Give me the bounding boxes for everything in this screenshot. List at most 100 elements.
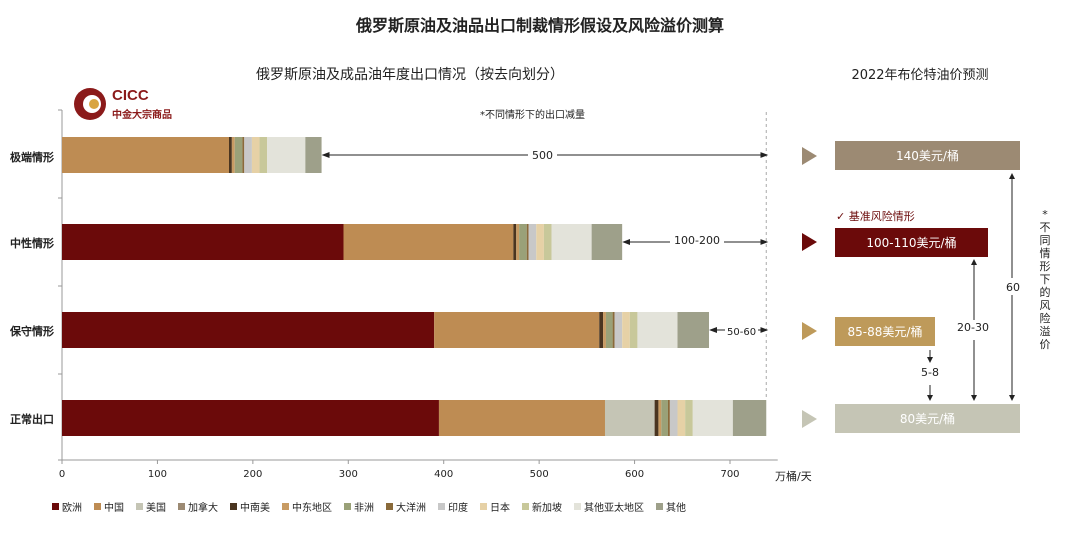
legend-item: 美国 xyxy=(136,499,166,514)
arrow-conservative-icon xyxy=(802,322,817,340)
scenario-label-neutral: 中性情形 xyxy=(10,237,54,250)
bar-segment-印度 xyxy=(528,224,537,260)
legend-swatch xyxy=(438,503,445,510)
bar-segment-中东地区 xyxy=(603,312,606,348)
logo-subtitle: 中金大宗商品 xyxy=(112,110,172,121)
prediction-extreme: 140美元/桶 xyxy=(835,141,1020,170)
bar-segment-中东地区 xyxy=(658,400,662,436)
bar-segment-其他亚太地区 xyxy=(692,400,733,436)
bar-segment-新加坡 xyxy=(685,400,693,436)
cicc-logo-icon xyxy=(74,88,106,120)
bar-segment-欧洲 xyxy=(62,400,439,436)
premium-label-conservative: 5-8 xyxy=(921,366,939,379)
premium-label-neutral: 20-30 xyxy=(957,321,989,334)
x-tick-label: 200 xyxy=(243,469,262,480)
legend-label: 印度 xyxy=(448,503,468,514)
arrow-normal-icon xyxy=(802,410,817,428)
cicc-logo: CICC 中金大宗商品 xyxy=(72,86,182,122)
legend-item: 中东地区 xyxy=(282,499,332,514)
bar-segment-新加坡 xyxy=(259,137,268,173)
reduction-label-conservative: 50-60 xyxy=(725,327,759,338)
base-case-label: ✓ 基准风险情形 xyxy=(836,210,915,223)
legend-label: 中南美 xyxy=(240,503,270,514)
bar-segment-非洲 xyxy=(661,400,668,436)
bar-segment-中南美 xyxy=(654,400,659,436)
legend-label: 美国 xyxy=(146,503,166,514)
bar-segment-其他 xyxy=(305,137,322,173)
legend-swatch xyxy=(386,503,393,510)
legend-label: 中东地区 xyxy=(292,503,332,514)
legend-swatch xyxy=(178,503,185,510)
x-tick-label: 400 xyxy=(434,469,453,480)
bar-segment-其他 xyxy=(677,312,710,348)
premium-label-extreme: 60 xyxy=(1006,281,1020,294)
legend-item: 日本 xyxy=(480,499,510,514)
scenario-label-normal: 正常出口 xyxy=(10,413,54,426)
prediction-normal: 80美元/桶 xyxy=(835,404,1020,433)
legend-label: 其他亚太地区 xyxy=(584,503,644,514)
reduction-label-neutral: 100-200 xyxy=(670,234,724,247)
legend-item: 印度 xyxy=(438,499,468,514)
legend-swatch xyxy=(282,503,289,510)
main-title: 俄罗斯原油及油品出口制裁情形假设及风险溢价测算 xyxy=(355,16,724,35)
legend-swatch xyxy=(344,503,351,510)
legend-item: 其他亚太地区 xyxy=(574,499,644,514)
bar-segment-日本 xyxy=(251,137,260,173)
arrow-neutral-icon xyxy=(802,233,817,251)
bar-segment-美国 xyxy=(604,400,655,436)
bar-segment-中东地区 xyxy=(231,137,235,173)
bar-segment-大洋洲 xyxy=(612,312,615,348)
bar-segment-非洲 xyxy=(605,312,613,348)
premium-note-vertical: * 不同情形下的风险溢价 xyxy=(1039,208,1051,351)
bar-segment-日本 xyxy=(536,224,544,260)
x-tick-label: 300 xyxy=(339,469,358,480)
x-tick-label: 500 xyxy=(530,469,549,480)
bar-segment-印度 xyxy=(244,137,252,173)
bar-segment-非洲 xyxy=(519,224,527,260)
logo-name: CICC xyxy=(112,87,149,104)
prediction-neutral: 100-110美元/桶 xyxy=(835,228,988,257)
x-tick-label: 600 xyxy=(625,469,644,480)
bar-segment-其他亚太地区 xyxy=(637,312,678,348)
bar-segment-日本 xyxy=(622,312,630,348)
bar-segment-日本 xyxy=(677,400,686,436)
chart-legend: 欧洲 中国 美国 加拿大 中南美 中东地区 非洲 大洋洲 印度 日本 新加坡 其他亚太地区 其他 xyxy=(52,499,686,514)
legend-item: 中南美 xyxy=(230,499,270,514)
bar-segment-大洋洲 xyxy=(667,400,670,436)
legend-swatch xyxy=(656,503,663,510)
bar-segment-欧洲 xyxy=(62,224,344,260)
left-chart-title: 俄罗斯原油及成品油年度出口情况（按去向划分） xyxy=(256,67,564,83)
bar-segment-大洋洲 xyxy=(526,224,529,260)
bar-segment-新加坡 xyxy=(629,312,638,348)
bar-segment-其他 xyxy=(732,400,767,436)
legend-label: 大洋洲 xyxy=(396,503,426,514)
scenario-label-extreme: 极端情形 xyxy=(10,151,54,164)
bar-segment-中国 xyxy=(62,137,229,173)
bar-segment-其他亚太地区 xyxy=(267,137,306,173)
bar-segment-印度 xyxy=(614,312,623,348)
bar-segment-中国 xyxy=(343,224,514,260)
bar-segment-欧洲 xyxy=(62,312,435,348)
bar-segment-中南美 xyxy=(513,224,517,260)
bar-segment-非洲 xyxy=(234,137,243,173)
bar-segment-其他亚太地区 xyxy=(551,224,592,260)
bar-segment-新加坡 xyxy=(543,224,552,260)
legend-item: 中国 xyxy=(94,499,124,514)
legend-label: 新加坡 xyxy=(532,503,562,514)
legend-swatch xyxy=(574,503,581,510)
legend-label: 非洲 xyxy=(354,503,374,514)
prediction-conservative: 85-88美元/桶 xyxy=(835,317,935,346)
reduction-note: *不同情形下的出口减量 xyxy=(480,110,585,121)
legend-swatch xyxy=(522,503,529,510)
legend-item: 新加坡 xyxy=(522,499,562,514)
bar-segment-中南美 xyxy=(229,137,232,173)
export-bar-chart: 0 100 200 300 400 500 600 700 xyxy=(58,109,778,480)
scenario-label-conservative: 保守情形 xyxy=(10,325,54,338)
bar-segment-中南美 xyxy=(599,312,604,348)
bar-segment-印度 xyxy=(669,400,678,436)
bar-segment-中东地区 xyxy=(516,224,520,260)
x-tick-label: 100 xyxy=(148,469,167,480)
bar-segment-大洋洲 xyxy=(242,137,245,173)
right-chart-title: 2022年布伦特油价预测 xyxy=(851,68,989,83)
bar-segment-中国 xyxy=(434,312,600,348)
